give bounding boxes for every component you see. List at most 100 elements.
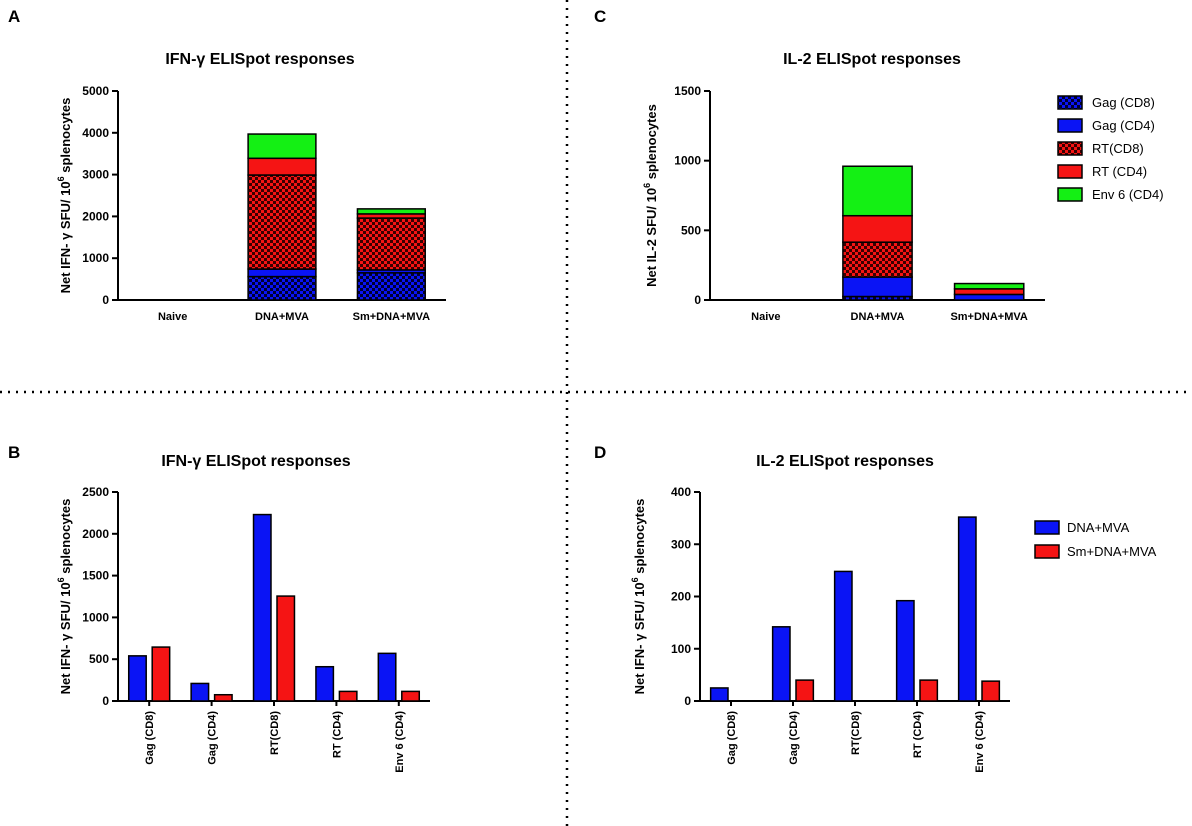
bar (957, 516, 977, 702)
y-tick-label: 300 (671, 537, 691, 551)
stacked-bar-segment (953, 293, 1025, 301)
y-axis-label: Net IFN- γ SFU/ 106 splenocytes (630, 499, 647, 695)
x-category-label: Gag (CD8) (726, 711, 738, 765)
x-category-label: RT(CD8) (269, 711, 281, 755)
chart-panel-a: IFN-γ ELISpot responses Net IFN- γ SFU/ 1… (56, 51, 446, 323)
bar (315, 665, 335, 702)
y-tick-label: 0 (694, 293, 701, 307)
y-tick-label: 500 (89, 652, 109, 666)
bar (190, 682, 210, 702)
stacked-bar-segment (953, 288, 1025, 296)
chart-title: IL-2 ELISpot responses (756, 453, 934, 470)
y-tick-label: 500 (681, 223, 701, 237)
legend-label: DNA+MVA (1067, 520, 1130, 535)
stacked-bar-segment (842, 214, 913, 243)
legend-label: Gag (CD4) (1092, 118, 1155, 133)
chart-title: IL-2 ELISpot responses (783, 51, 961, 68)
bar (213, 693, 233, 702)
bar (795, 679, 815, 702)
bar (276, 595, 296, 702)
bar (377, 652, 397, 702)
legend-swatch (1034, 520, 1060, 535)
legend-label: Sm+DNA+MVA (1067, 544, 1157, 559)
legend-label: RT(CD8) (1092, 141, 1144, 156)
stacked-bar-segment (842, 165, 913, 217)
stacked-bar-segment (842, 276, 913, 298)
legend-swatch (1057, 95, 1083, 110)
x-category-label: Env 6 (CD4) (394, 711, 406, 773)
legend-swatch (1057, 164, 1083, 179)
legend-grouped: DNA+MVA Sm+DNA+MVA (1034, 520, 1157, 559)
bar (981, 680, 1001, 702)
chart-panel-b: IFN-γ ELISpot responses Net IFN- γ SFU/ 1… (56, 453, 430, 773)
x-category-label: Sm+DNA+MVA (353, 311, 430, 323)
chart-panel-d: IL-2 ELISpot responses Net IFN- γ SFU/ 10… (630, 453, 1010, 773)
legend-swatch (1057, 141, 1083, 156)
x-category-label: Naive (158, 311, 187, 323)
bar (833, 570, 853, 702)
legend-swatch (1057, 118, 1083, 133)
x-category-label: RT (CD4) (912, 711, 924, 758)
panel-label-c: C (594, 7, 606, 26)
y-tick-label: 0 (102, 293, 109, 307)
chart-title: IFN-γ ELISpot responses (165, 51, 354, 68)
y-tick-label: 0 (102, 694, 109, 708)
bar (127, 655, 147, 702)
stacked-bar-segment (247, 275, 317, 301)
legend-label: Gag (CD8) (1092, 95, 1155, 110)
bar (771, 626, 791, 702)
y-tick-label: 100 (671, 642, 691, 656)
x-category-label: RT(CD8) (850, 711, 862, 755)
x-category-label: RT (CD4) (331, 711, 343, 758)
bar (919, 679, 939, 702)
bar (252, 513, 272, 702)
stacked-bar-segment (842, 241, 913, 278)
y-tick-label: 200 (671, 590, 691, 604)
stacked-bar-segment (356, 217, 426, 271)
stacked-bar-segment (247, 133, 317, 160)
y-axis-label: Net IL-2 SFU/ 106 splenocytes (642, 104, 659, 287)
y-tick-label: 0 (684, 694, 691, 708)
legend-label: RT (CD4) (1092, 164, 1147, 179)
bar (709, 687, 729, 702)
stacked-bar-segment (356, 272, 426, 301)
panel-label-a: A (8, 7, 20, 26)
y-tick-label: 1000 (674, 154, 701, 168)
x-category-label: Env 6 (CD4) (974, 711, 986, 773)
y-tick-label: 5000 (82, 84, 109, 98)
y-axis-label: Net IFN- γ SFU/ 106 splenocytes (56, 98, 73, 294)
legend-swatch (1057, 187, 1083, 202)
x-category-label: Sm+DNA+MVA (950, 311, 1027, 323)
bar (338, 690, 358, 702)
bar (401, 690, 421, 702)
y-tick-label: 1000 (82, 251, 109, 265)
stacked-bar-segment (247, 268, 317, 278)
x-category-label: Gag (CD4) (207, 711, 219, 765)
x-category-label: Gag (CD8) (144, 711, 156, 765)
bar (151, 646, 171, 702)
y-axis-label: Net IFN- γ SFU/ 106 splenocytes (56, 499, 73, 695)
y-tick-label: 2000 (82, 527, 109, 541)
y-tick-label: 3000 (82, 168, 109, 182)
x-category-label: Gag (CD4) (788, 711, 800, 765)
y-tick-label: 1500 (82, 569, 109, 583)
stacked-bar-segment (356, 208, 426, 215)
stacked-bar-segment (247, 157, 317, 176)
bar (895, 599, 915, 702)
x-category-label: Naive (751, 311, 780, 323)
chart-title: IFN-γ ELISpot responses (161, 453, 350, 470)
y-tick-label: 4000 (82, 126, 109, 140)
y-tick-label: 1500 (674, 84, 701, 98)
chart-panel-c: IL-2 ELISpot responses Net IL-2 SFU/ 106 … (642, 51, 1045, 323)
x-category-label: DNA+MVA (851, 311, 905, 323)
legend-label: Env 6 (CD4) (1092, 187, 1164, 202)
legend-swatch (1034, 544, 1060, 559)
y-tick-label: 400 (671, 485, 691, 499)
x-category-label: DNA+MVA (255, 311, 309, 323)
panel-label-b: B (8, 443, 20, 462)
stacked-bar-segment (247, 174, 317, 270)
y-tick-label: 2500 (82, 485, 109, 499)
y-tick-label: 1000 (82, 610, 109, 624)
panel-label-d: D (594, 443, 606, 462)
